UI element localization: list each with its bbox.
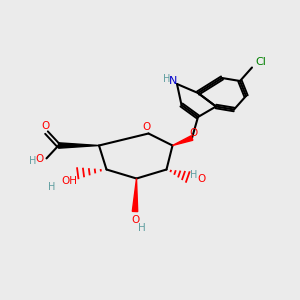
Text: N: N <box>169 76 178 86</box>
Text: H: H <box>48 182 55 193</box>
Text: H: H <box>163 74 170 85</box>
Text: H: H <box>29 156 37 166</box>
Text: OH: OH <box>61 176 77 187</box>
Text: H: H <box>138 223 146 233</box>
Text: H: H <box>190 170 197 181</box>
Text: O: O <box>41 121 49 131</box>
Polygon shape <box>58 143 99 148</box>
Text: O: O <box>197 174 205 184</box>
Text: O: O <box>131 215 140 225</box>
Text: Cl: Cl <box>256 57 266 67</box>
Polygon shape <box>172 136 193 146</box>
Text: O: O <box>189 128 198 138</box>
Polygon shape <box>132 178 138 212</box>
Text: O: O <box>142 122 150 132</box>
Text: O: O <box>36 154 44 164</box>
